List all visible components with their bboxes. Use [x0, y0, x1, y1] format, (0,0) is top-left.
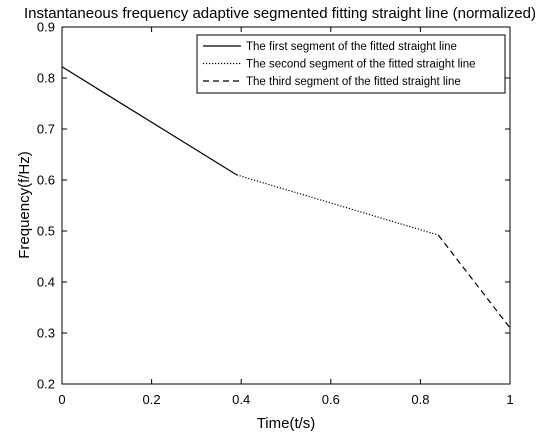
- x-tick-label: 0.2: [143, 392, 161, 407]
- x-tick-label: 0: [58, 392, 65, 407]
- x-tick-label: 0.4: [232, 392, 250, 407]
- chart-title: Instantaneous frequency adaptive segment…: [24, 5, 536, 22]
- legend-label-2: The second segment of the fitted straigh…: [246, 59, 476, 71]
- series-line-3: [437, 234, 511, 329]
- y-axis-label: Frequency(f/Hz): [16, 151, 33, 259]
- y-tick-label: 0.6: [37, 173, 55, 188]
- y-tick-label: 0.8: [37, 71, 55, 86]
- y-tick-label: 0.4: [37, 275, 55, 290]
- series-line-2: [236, 174, 439, 236]
- x-tick-label: 1: [506, 392, 513, 407]
- plot-frame: [61, 26, 511, 385]
- y-tick-label: 0.3: [37, 326, 55, 341]
- legend-label-3: The third segment of the fitted straight…: [246, 76, 461, 88]
- x-axis-label: Time(t/s): [257, 415, 316, 432]
- legend: The first segment of the fitted straight…: [196, 34, 506, 94]
- series-line-1: [61, 66, 238, 176]
- series-layer: [61, 66, 511, 329]
- axis-ticks: 0 0.2 0.4 0.6 0.8 10.20.30.40.50.60.70.80.9: [37, 20, 514, 408]
- legend-box: [196, 34, 506, 94]
- y-tick-label: 0.2: [37, 377, 55, 392]
- legend-label-1: The first segment of the fitted straight…: [246, 41, 457, 53]
- y-tick-label: 0.5: [37, 224, 55, 239]
- y-tick-label: 0.7: [37, 122, 55, 137]
- x-tick-label: 0.8: [411, 392, 429, 407]
- plot-area: [61, 26, 511, 385]
- y-tick-label: 0.9: [37, 20, 55, 35]
- x-tick-label: 0.6: [322, 392, 340, 407]
